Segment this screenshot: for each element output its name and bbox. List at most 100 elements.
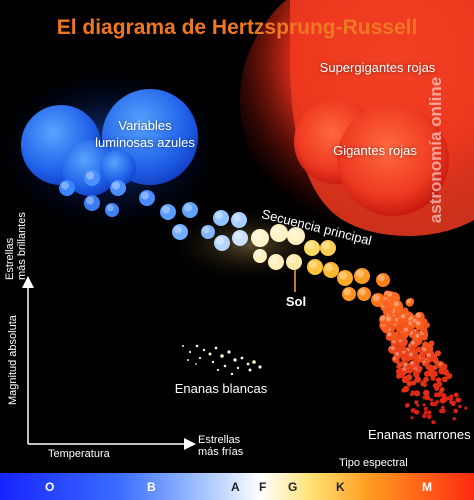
main-sequence-star (84, 195, 100, 211)
main-sequence-star (304, 240, 320, 256)
blue-giant-3 (62, 140, 118, 196)
red-dwarf-star (441, 376, 448, 383)
red-dwarf-star-highlight (385, 316, 392, 322)
red-dwarf-star (411, 380, 417, 386)
red-dwarf-star (458, 404, 462, 409)
white-dwarf-star (230, 372, 234, 376)
red-dwarf-star (439, 397, 446, 404)
main-sequence-star-highlight (174, 225, 182, 234)
main-sequence-star (270, 224, 288, 242)
main-sequence-star-highlight (141, 191, 149, 200)
white-dwarf-star (198, 356, 202, 360)
red-dwarf-star (453, 392, 459, 398)
main-sequence-star-highlight (216, 236, 224, 245)
red-dwarf-star (396, 373, 402, 379)
main-sequence-star-highlight (106, 204, 114, 212)
red-dwarf-star (422, 413, 427, 419)
red-dwarf-star (428, 367, 433, 373)
red-dwarf-star (410, 416, 414, 420)
main-sequence-star-highlight (254, 250, 262, 258)
main-sequence-star-highlight (215, 211, 223, 220)
y-hint-line-2: más brillantes (16, 212, 28, 280)
x-hint-line-2: más frías (198, 446, 244, 458)
white-dwarf-cluster (182, 344, 262, 376)
main-sequence-star (84, 170, 100, 186)
main-sequence-star-highlight (184, 203, 192, 212)
red-dwarf-star-highlight (410, 340, 416, 345)
main-sequence-star-highlight (272, 225, 282, 235)
main-sequence-star (320, 240, 336, 256)
red-dwarf-star (405, 298, 414, 307)
spectral-class-k: K (336, 480, 345, 494)
red-dwarf-cloud (379, 290, 468, 425)
main-sequence-star-highlight (270, 255, 278, 264)
main-sequence-star-highlight (372, 294, 380, 302)
red-dwarf-star (409, 360, 417, 368)
red-dwarf-star (421, 326, 428, 334)
red-dwarf-star (429, 398, 433, 402)
main-sequence-star (139, 190, 155, 206)
red-dwarf-star (453, 408, 459, 414)
red-dwarf-star-highlight (415, 320, 421, 326)
white-dwarf-star (220, 354, 224, 358)
red-dwarf-star (436, 392, 442, 398)
red-dwarf-star-highlight (410, 361, 414, 365)
main-sequence-star (231, 212, 247, 228)
main-sequence-star-highlight (86, 171, 94, 180)
main-sequence-star-highlight (306, 241, 314, 250)
white-dwarf-star (233, 358, 237, 362)
red-dwarf-star-highlight (400, 313, 406, 319)
label-white-dwarfs: Enanas blancas (174, 381, 268, 396)
red-dwarf-star-highlight (403, 362, 408, 367)
main-sequence-star (286, 254, 302, 270)
spectral-class-o: O (45, 480, 55, 494)
spectral-bar (0, 473, 474, 500)
main-sequence-star (182, 202, 198, 218)
red-dwarf-star (386, 306, 394, 314)
red-dwarf-star (422, 382, 427, 387)
red-dwarf-star (409, 339, 419, 349)
main-sequence-star-highlight (86, 196, 94, 205)
white-dwarf-star (227, 350, 231, 354)
red-dwarf-star (439, 387, 445, 392)
red-dwarf-star (452, 417, 456, 421)
y-hint-line-1: Estrellas (4, 237, 16, 280)
red-dwarf-star (395, 368, 402, 375)
main-sequence-star-highlight (325, 263, 333, 272)
spectral-class-f: F (259, 480, 267, 494)
red-dwarf-star (382, 299, 390, 307)
main-sequence-star-highlight (233, 213, 241, 222)
main-sequence-star (172, 224, 188, 240)
red-dwarf-star-highlight (415, 333, 420, 338)
main-sequence-star-highlight (358, 288, 366, 296)
red-dwarf-star-highlight (406, 299, 411, 304)
red-dwarf-star (434, 359, 440, 366)
red-dwarf-star (399, 313, 409, 322)
main-sequence-star-highlight (356, 269, 364, 278)
label-sun: Sol (285, 294, 307, 309)
red-dwarf-star (427, 410, 432, 415)
red-dwarf-star (422, 403, 426, 407)
red-dwarf-star (423, 376, 429, 383)
red-dwarf-star (431, 420, 436, 425)
y-axis-hint: Estrellas más brillantes (4, 212, 28, 280)
red-dwarf-star (435, 377, 442, 383)
red-dwarf-star (406, 374, 413, 381)
red-dwarf-star (401, 366, 410, 374)
label-red-supergiants: Supergigantes rojas (319, 60, 436, 75)
main-sequence-star (376, 273, 390, 287)
red-dwarf-star (416, 365, 423, 372)
red-dwarf-star (432, 401, 438, 407)
red-dwarf-star (414, 372, 420, 378)
red-dwarf-star (401, 307, 409, 315)
red-dwarf-star-highlight (393, 301, 399, 307)
blue-giant-4 (100, 150, 136, 186)
red-giant-main (337, 104, 449, 216)
main-sequence-star (232, 230, 248, 246)
main-sequence-star-highlight (253, 230, 263, 240)
white-dwarf-star (195, 363, 197, 365)
main-sequence-star (342, 287, 356, 301)
main-sequence-star-highlight (162, 205, 170, 214)
main-sequence-star (214, 235, 230, 251)
red-dwarf-star (441, 363, 448, 370)
